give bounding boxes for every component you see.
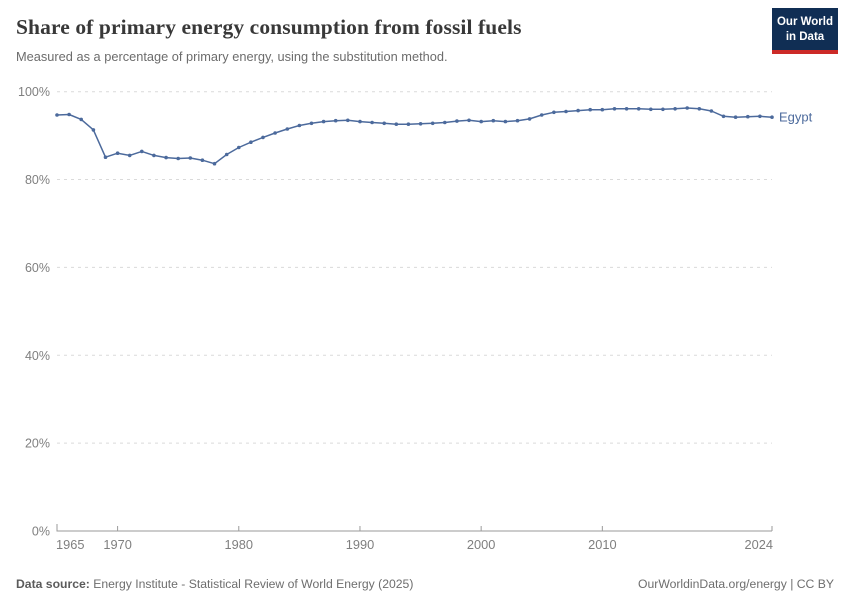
data-point bbox=[79, 117, 83, 122]
data-point bbox=[758, 114, 762, 119]
data-point bbox=[237, 145, 241, 150]
data-point bbox=[249, 140, 253, 144]
data-point bbox=[285, 127, 290, 131]
data-point bbox=[467, 118, 471, 123]
data-point bbox=[200, 158, 205, 162]
data-point bbox=[479, 119, 484, 124]
data-point bbox=[273, 131, 277, 135]
owid-logo-line2: in Data bbox=[785, 30, 825, 43]
series-end-label: Egypt bbox=[779, 110, 813, 125]
data-point bbox=[321, 119, 326, 124]
data-point bbox=[430, 121, 435, 126]
x-axis-label: 2024 bbox=[745, 537, 773, 552]
series-line bbox=[56, 107, 773, 165]
data-point bbox=[346, 118, 350, 123]
data-point bbox=[649, 107, 653, 112]
data-point bbox=[552, 110, 556, 115]
y-axis-label: 40% bbox=[25, 349, 50, 363]
data-point bbox=[636, 107, 641, 111]
x-axis-label: 1990 bbox=[346, 537, 374, 552]
data-point bbox=[370, 120, 374, 125]
owid-logo-line1: Our World bbox=[776, 16, 833, 28]
data-point bbox=[515, 118, 520, 123]
data-source: Data source: Energy Institute - Statisti… bbox=[16, 577, 413, 591]
data-point bbox=[564, 109, 568, 114]
data-point bbox=[770, 115, 774, 119]
data-point bbox=[297, 123, 302, 128]
data-point bbox=[600, 107, 605, 112]
data-point bbox=[115, 151, 120, 155]
y-axis-label: 100% bbox=[18, 85, 50, 99]
x-axis-label: 2010 bbox=[588, 537, 616, 552]
data-point bbox=[455, 119, 459, 123]
x-axis-label: 1965 bbox=[56, 537, 84, 552]
data-point bbox=[418, 122, 423, 126]
data-point bbox=[394, 122, 399, 126]
data-point bbox=[443, 120, 447, 125]
data-source-label: Data source: bbox=[16, 577, 90, 591]
data-point bbox=[406, 122, 411, 126]
chart-footer: Data source: Energy Institute - Statisti… bbox=[16, 577, 834, 591]
x-axis-label: 1980 bbox=[225, 537, 253, 552]
data-point bbox=[188, 156, 193, 160]
data-point bbox=[697, 107, 702, 111]
chart-subtitle: Measured as a percentage of primary ener… bbox=[16, 49, 448, 64]
data-point bbox=[709, 109, 714, 113]
credit-link[interactable]: OurWorldinData.org/energy | CC BY bbox=[638, 577, 834, 591]
data-point bbox=[503, 119, 508, 124]
y-axis-label: 20% bbox=[25, 437, 50, 451]
y-axis-label: 80% bbox=[25, 173, 50, 187]
data-point bbox=[55, 113, 59, 117]
data-point bbox=[588, 107, 592, 112]
y-axis-label: 60% bbox=[25, 261, 50, 275]
chart-title: Share of primary energy consumption from… bbox=[16, 15, 522, 39]
data-point bbox=[67, 112, 71, 117]
data-point bbox=[624, 107, 629, 111]
data-point bbox=[164, 155, 168, 160]
data-point bbox=[358, 119, 362, 124]
data-point bbox=[491, 118, 496, 123]
data-point bbox=[91, 128, 96, 132]
data-point bbox=[685, 106, 689, 110]
data-point bbox=[527, 117, 532, 121]
data-point bbox=[382, 121, 387, 126]
data-point bbox=[746, 114, 750, 119]
data-point bbox=[673, 107, 677, 111]
data-point bbox=[576, 108, 580, 113]
data-point bbox=[103, 155, 108, 159]
data-point bbox=[733, 115, 738, 119]
data-point bbox=[176, 156, 180, 161]
data-point bbox=[261, 135, 265, 140]
data-point bbox=[140, 149, 144, 154]
data-point bbox=[224, 152, 229, 157]
y-axis-label: 0% bbox=[32, 525, 50, 539]
data-point bbox=[152, 153, 156, 158]
owid-logo: Our World in Data bbox=[772, 8, 838, 54]
data-point bbox=[309, 121, 314, 126]
data-point bbox=[721, 114, 726, 119]
x-axis-label: 1970 bbox=[103, 537, 131, 552]
data-point bbox=[333, 118, 338, 123]
data-point bbox=[539, 113, 544, 117]
data-point bbox=[127, 153, 132, 158]
x-axis-label: 2000 bbox=[467, 537, 495, 552]
data-point bbox=[661, 107, 665, 112]
data-point bbox=[612, 107, 617, 111]
data-source-text: Energy Institute - Statistical Review of… bbox=[89, 577, 414, 591]
data-point bbox=[212, 161, 217, 166]
